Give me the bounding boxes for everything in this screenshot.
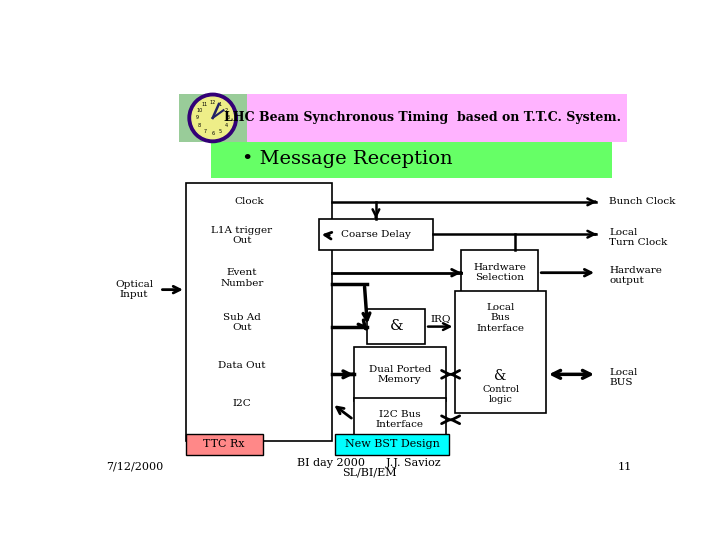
Bar xyxy=(335,434,449,455)
Text: IRQ: IRQ xyxy=(430,314,451,323)
Bar xyxy=(179,94,246,142)
Text: I2C Bus
Interface: I2C Bus Interface xyxy=(376,410,424,429)
Text: L1A trigger
Out: L1A trigger Out xyxy=(212,226,272,246)
Text: &: & xyxy=(495,369,507,383)
Text: 4: 4 xyxy=(225,123,228,128)
Text: 3: 3 xyxy=(227,116,230,120)
Text: 10: 10 xyxy=(197,108,202,113)
Bar xyxy=(186,183,332,441)
Text: 9: 9 xyxy=(196,116,199,120)
Text: Data Out: Data Out xyxy=(218,361,266,369)
Text: New BST Design: New BST Design xyxy=(345,440,439,449)
Text: 7: 7 xyxy=(204,129,207,134)
Text: LHC Beam Synchronous Timing  based on T.T.C. System.: LHC Beam Synchronous Timing based on T.T… xyxy=(225,111,621,124)
Bar xyxy=(211,142,611,178)
Bar xyxy=(455,291,546,413)
Text: I2C: I2C xyxy=(233,399,251,408)
Text: 11: 11 xyxy=(618,462,632,472)
Bar xyxy=(354,347,446,401)
Text: Optical
Input: Optical Input xyxy=(115,280,153,299)
Text: Hardware
output: Hardware output xyxy=(609,266,662,286)
Text: Local
BUS: Local BUS xyxy=(609,368,638,387)
Text: Coarse Delay: Coarse Delay xyxy=(341,230,411,239)
Text: 7/12/2000: 7/12/2000 xyxy=(106,462,163,472)
Text: 2: 2 xyxy=(225,108,228,113)
Text: 11: 11 xyxy=(202,102,208,107)
Circle shape xyxy=(188,93,238,143)
Bar xyxy=(211,94,627,142)
Text: Hardware
Selection: Hardware Selection xyxy=(474,263,526,282)
Text: Control
logic: Control logic xyxy=(482,385,519,404)
Text: 12: 12 xyxy=(210,100,216,105)
Text: Sub Ad
Out: Sub Ad Out xyxy=(223,313,261,333)
Text: BI day 2000      J.J. Savioz: BI day 2000 J.J. Savioz xyxy=(297,458,441,468)
Circle shape xyxy=(192,97,233,139)
Text: 1: 1 xyxy=(219,102,222,107)
Text: 6: 6 xyxy=(211,131,215,136)
Text: TTC Rx: TTC Rx xyxy=(204,440,245,449)
Bar xyxy=(462,249,539,296)
Text: Bunch Clock: Bunch Clock xyxy=(609,197,675,206)
Bar xyxy=(186,434,263,455)
Text: 8: 8 xyxy=(198,123,201,128)
Text: Local
Turn Clock: Local Turn Clock xyxy=(609,227,667,247)
Text: Dual Ported
Memory: Dual Ported Memory xyxy=(369,364,431,384)
Text: 5: 5 xyxy=(219,129,222,134)
Text: Local
Bus
Interface: Local Bus Interface xyxy=(477,303,525,333)
Text: • Message Reception: • Message Reception xyxy=(242,150,453,168)
Bar xyxy=(354,398,446,441)
Text: Event
Number: Event Number xyxy=(220,268,264,288)
Bar xyxy=(367,309,426,343)
Bar xyxy=(319,219,433,249)
Text: SL/BI/EM: SL/BI/EM xyxy=(342,467,396,477)
Text: &: & xyxy=(390,319,403,333)
Text: Clock: Clock xyxy=(235,197,264,206)
